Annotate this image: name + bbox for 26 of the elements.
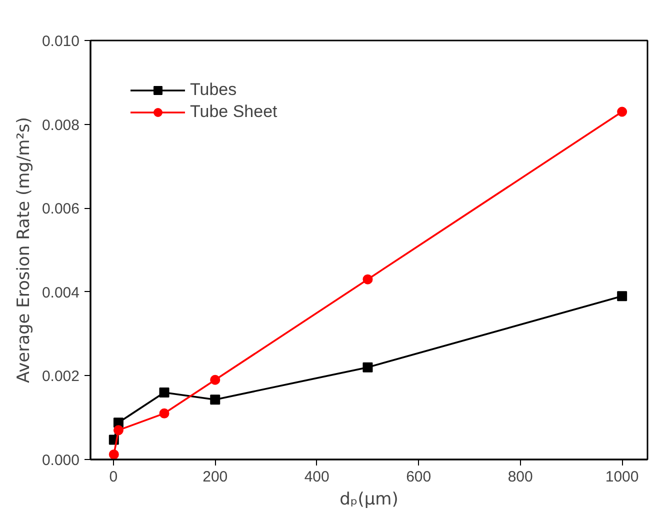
x-tick-label: 200 [202,468,228,486]
point [210,374,220,385]
y-tick-label: 0.004 [42,284,80,302]
y-tick-label: 0.002 [42,368,80,386]
point [159,387,170,398]
x-tick-label: 0 [109,468,118,486]
point [159,408,170,418]
x-tick-label: 400 [304,468,330,486]
point [362,274,373,284]
x-tick-label: 600 [406,468,432,486]
x-axis-title: dₚ(μm) [340,490,398,510]
y-axis-title: Average Erosion Rate (mg/m²s) [14,116,34,384]
y-tick-label: 0.008 [42,116,80,134]
legend-label: Tubes [190,80,237,100]
y-tick-label: 0.000 [42,452,80,469]
point [617,106,628,117]
point [113,425,124,436]
legend-label: Tube Sheet [190,102,278,122]
x-tick-label: 800 [508,468,533,486]
point [362,362,373,372]
point [617,291,628,302]
point [108,449,119,460]
y-tick-label: 0.010 [42,33,80,50]
y-tick-label: 0.006 [42,200,80,218]
point [210,394,220,405]
x-tick-label: 1000 [605,468,639,486]
